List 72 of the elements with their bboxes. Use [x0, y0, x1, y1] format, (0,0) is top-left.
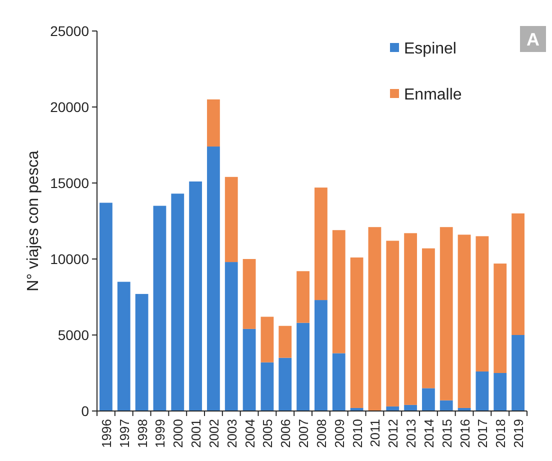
x-tick-label: 2006: [278, 419, 294, 448]
x-tick-label: 1996: [98, 419, 114, 448]
x-tick-label: 2013: [404, 419, 419, 448]
x-tick-label: 2019: [511, 419, 526, 448]
bar: [386, 240, 400, 406]
bar: [278, 326, 292, 358]
x-tick-label: 2003: [224, 419, 240, 448]
bar: [314, 188, 328, 300]
bar: [494, 373, 507, 411]
x-tick-label: 2015: [439, 419, 454, 448]
legend-label: Espinel: [404, 40, 456, 58]
annotation: A: [526, 29, 540, 50]
bar: [224, 176, 238, 262]
x-tick-label: 1997: [116, 419, 132, 448]
x-tick-label: 2012: [386, 419, 401, 448]
bar: [422, 388, 435, 411]
bar: [153, 206, 166, 411]
y-tick-label: 5000: [58, 326, 90, 343]
bar: [440, 227, 453, 400]
x-tick-label: 2016: [457, 419, 472, 448]
x-tick-label: 2017: [475, 419, 490, 448]
x-tick-label: 2011: [368, 419, 383, 447]
x-tick-label: 2002: [206, 419, 222, 448]
bar: [458, 234, 471, 408]
bar: [314, 300, 328, 411]
x-tick-label: 2005: [260, 419, 276, 448]
x-tick-label: 2007: [296, 419, 312, 448]
bar: [512, 335, 524, 411]
y-tick-label: 25000: [50, 22, 90, 39]
y-tick-label: 15000: [50, 174, 90, 191]
bar: [100, 202, 112, 411]
x-tick-label: 2008: [314, 419, 329, 448]
bar: [422, 248, 435, 388]
bar: [117, 282, 130, 411]
bar: [296, 271, 310, 323]
y-axis-title: N° viajes con pesca: [25, 150, 42, 292]
bar: [224, 262, 238, 411]
bar: [494, 264, 507, 373]
x-tick-label: 2018: [493, 419, 508, 448]
x-tick-label: 2000: [170, 419, 186, 448]
bar: [350, 257, 364, 408]
bar: [207, 146, 220, 411]
x-tick-label: 1999: [152, 419, 168, 448]
bar: [260, 362, 274, 411]
bar: [207, 99, 220, 147]
bar: [512, 213, 524, 335]
y-tick-label: 0: [81, 402, 90, 419]
bar: [476, 236, 489, 372]
bar: [404, 404, 417, 411]
bar: [171, 194, 184, 411]
bar: [332, 230, 346, 354]
legend-label: Enmalle: [404, 86, 462, 104]
bar: [296, 322, 310, 411]
bar: [476, 371, 489, 411]
bar: [242, 328, 256, 411]
y-tick-label: 20000: [50, 98, 90, 115]
x-tick-label: 2010: [350, 419, 365, 448]
bar: [404, 233, 417, 405]
x-tick-label: 2001: [188, 419, 204, 448]
x-tick-label: 2004: [242, 419, 258, 448]
bar: [278, 358, 292, 411]
bar: [189, 181, 202, 411]
x-tick-label: 1998: [134, 419, 150, 448]
x-tick-label: 2009: [332, 419, 347, 448]
bar: [242, 259, 256, 329]
bar: [332, 353, 346, 411]
bar: [260, 316, 274, 362]
bar: [368, 227, 382, 411]
y-tick-label: 10000: [50, 250, 90, 267]
x-tick-label: 2014: [421, 419, 436, 448]
bar: [135, 294, 148, 411]
bar: [440, 400, 453, 411]
